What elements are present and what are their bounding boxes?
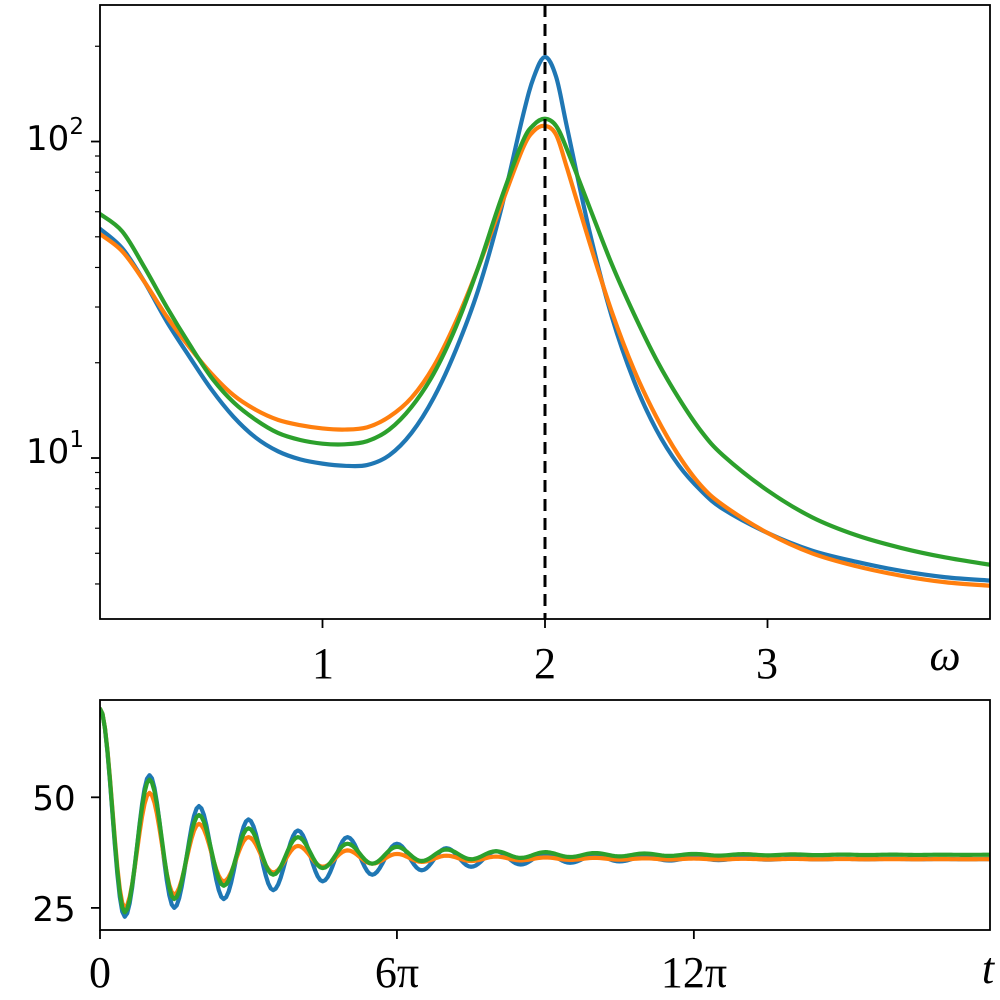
spectrum-panel: 1 2 3 ω 101 102	[26, 4, 991, 688]
spectrum-x-axis-label: ω	[929, 631, 960, 680]
spectrum-ytick-label-100: 102	[26, 114, 84, 159]
time-xtick-label-6pi: 6π	[375, 948, 419, 997]
spectrum-xtick-label-3: 3	[756, 639, 778, 688]
time-x-axis-label: t	[982, 944, 996, 993]
time-panel: 50 25 0 6π 12π t	[32, 699, 996, 997]
spectrum-series-line-2	[100, 123, 990, 588]
spectrum-ytick-10-exponent: 1	[69, 427, 84, 453]
time-ytick-label-25: 25	[32, 890, 75, 930]
time-axes-frame	[99, 699, 991, 931]
spectrum-ytick-100-base: 10	[26, 119, 69, 159]
spectrum-xtick-label-1: 1	[312, 639, 334, 688]
time-series-line-2	[100, 706, 990, 910]
spectrum-xtick-label-2: 2	[534, 639, 556, 688]
spectrum-ytick-label-10: 101	[26, 427, 84, 472]
spectrum-series-line-3	[100, 116, 990, 567]
spectrum-ticks	[91, 45, 769, 628]
time-ticks	[91, 796, 695, 939]
time-xtick-label-12pi: 12π	[661, 948, 727, 997]
spectrum-ytick-100-exponent: 2	[69, 114, 84, 140]
time-xtick-label-0: 0	[89, 948, 111, 997]
spectrum-ytick-10-base: 10	[26, 432, 69, 472]
time-ytick-label-50: 50	[32, 779, 75, 819]
time-series-group	[100, 706, 990, 919]
time-series-line-3	[100, 706, 990, 915]
spectrum-series-group	[100, 54, 990, 588]
